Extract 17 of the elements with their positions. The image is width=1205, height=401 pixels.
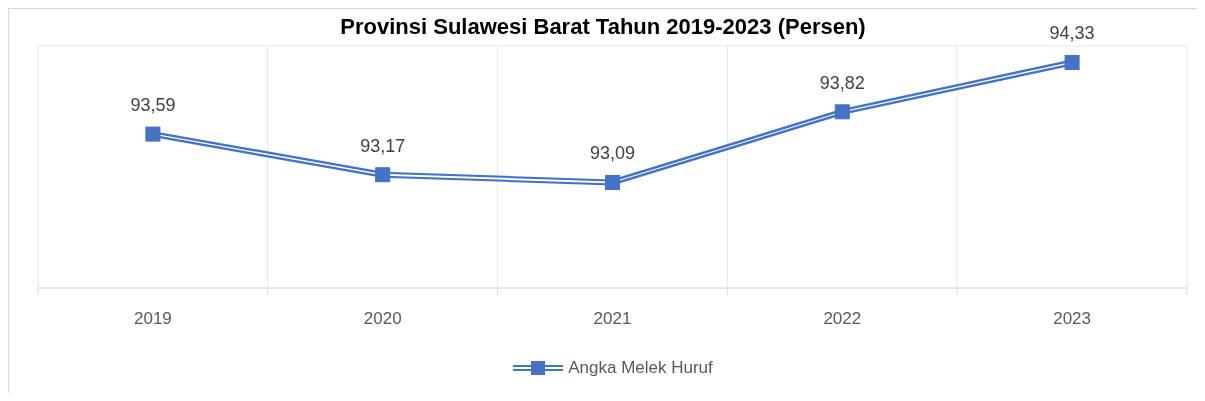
legend-label: Angka Melek Huruf xyxy=(568,358,713,378)
x-tick-label: 2022 xyxy=(823,309,862,328)
x-tick-label: 2019 xyxy=(133,309,172,328)
point xyxy=(605,174,620,190)
data-label: 93,82 xyxy=(819,72,865,93)
data-label: 93,59 xyxy=(130,95,176,116)
point xyxy=(145,126,161,142)
data-label: 93,17 xyxy=(360,135,406,156)
point xyxy=(834,104,850,120)
x-tick-label: 2020 xyxy=(363,309,402,328)
point xyxy=(1064,54,1080,70)
data-label: 94,33 xyxy=(1049,23,1095,44)
x-tick-label: 2023 xyxy=(1053,309,1092,328)
data-label: 93,09 xyxy=(589,143,636,164)
x-tick-label: 2021 xyxy=(593,309,632,328)
point xyxy=(375,167,391,183)
chart-title: Provinsi Sulawesi Barat Tahun 2019-2023 (Persen) xyxy=(340,14,866,39)
